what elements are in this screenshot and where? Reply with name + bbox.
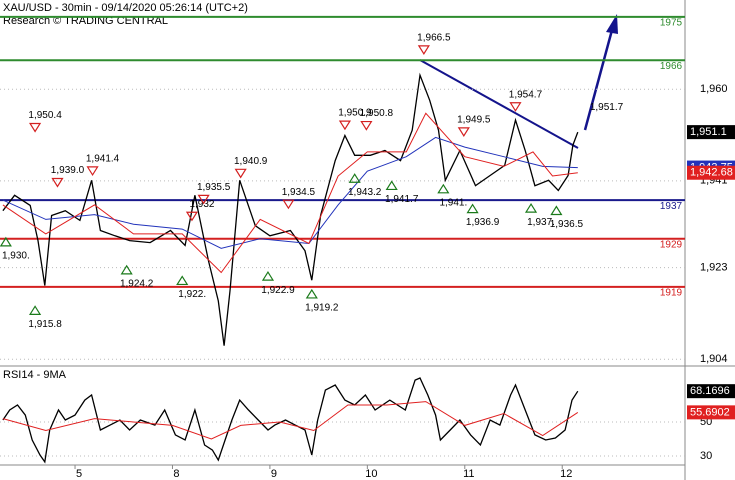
- annotation-label: 1,940.9: [234, 156, 268, 167]
- series-line: [2, 72, 579, 346]
- peak-marker: [338, 120, 352, 131]
- annotation-label: 1,936.9: [466, 217, 500, 228]
- series-line: [2, 112, 578, 274]
- trough-marker: [550, 205, 563, 216]
- annotation-label: 1,922.9: [261, 285, 295, 296]
- trough-marker: [28, 305, 42, 315]
- trough-marker: [261, 270, 275, 281]
- x-tick-label: 8: [173, 468, 179, 480]
- x-tick-label: 9: [271, 468, 277, 480]
- trough-marker: [176, 275, 189, 286]
- series-line: [2, 401, 579, 440]
- peak-marker: [185, 211, 199, 222]
- peak-marker: [51, 177, 64, 188]
- last-value-box: [687, 125, 735, 140]
- rsi-title: RSI14 - 9MA: [3, 369, 67, 381]
- forecast-arrow: [583, 29, 614, 131]
- annotation-label: 1,930.: [2, 251, 30, 262]
- peak-marker: [234, 168, 247, 179]
- annotation-label: 1,954.7: [509, 89, 543, 100]
- trough-marker: [305, 288, 318, 299]
- annotation-label: 1,936.5: [550, 219, 584, 230]
- trough-marker: [385, 180, 398, 191]
- arrow-head: [606, 14, 618, 34]
- annotation-label: 1,941.: [439, 197, 467, 208]
- peak-marker: [86, 166, 99, 177]
- x-tick-label: 12: [560, 468, 572, 480]
- peak-marker: [360, 120, 373, 131]
- trough-marker: [466, 203, 479, 214]
- peak-marker: [282, 199, 295, 210]
- level-label: 1919: [660, 288, 683, 299]
- x-tick-label: 11: [463, 468, 474, 480]
- x-tick-label: 10: [365, 468, 377, 480]
- peak-marker: [197, 194, 210, 205]
- last-value-label: 1,942.68: [690, 167, 733, 179]
- chart-title: XAU/USD - 30min - 09/14/2020 05:26:14 (U…: [3, 2, 248, 14]
- chart-subtitle: Research © TRADING CENTRAL: [3, 15, 168, 27]
- annotation-label: 1,950.8: [360, 108, 394, 119]
- last-value-box: [687, 384, 735, 399]
- level-label: 1929: [660, 239, 683, 250]
- annotation-label: 1,941.4: [86, 154, 120, 165]
- trough-marker: [524, 202, 538, 213]
- trough-marker: [348, 173, 361, 183]
- peak-marker: [417, 45, 430, 55]
- annotation-label: 1,941.7: [385, 194, 419, 205]
- last-value-label: 55.6902: [690, 406, 730, 418]
- trough-marker: [437, 183, 450, 194]
- annotation-label: 1,922.: [178, 289, 206, 300]
- peak-marker: [28, 122, 42, 133]
- trend-line: [419, 59, 579, 149]
- annotation-label: 1,934.5: [282, 187, 316, 198]
- trough-marker: [120, 264, 133, 275]
- annotation-label: 1,951.7: [590, 102, 624, 113]
- annotation-label: 1,919.2: [305, 303, 339, 314]
- peak-marker: [457, 127, 470, 137]
- x-tick-label: 5: [76, 468, 82, 480]
- annotation-label: 1,932: [189, 199, 214, 210]
- annotation-label: 1,943.2: [348, 187, 382, 198]
- level-label: 1975: [660, 18, 683, 29]
- annotation-label: 1,939.0: [51, 165, 85, 176]
- peak-marker: [509, 102, 522, 112]
- annotation-label: 1,966.5: [417, 33, 451, 44]
- annotation-label: 1,950.4: [28, 110, 62, 121]
- last-value-box: [687, 405, 735, 420]
- annotation-label: 1,937.: [527, 217, 555, 228]
- level-label: 1966: [660, 61, 683, 72]
- y-tick-label: 30: [700, 450, 712, 462]
- last-value-box: [687, 165, 735, 180]
- y-tick-label: 1,960: [700, 83, 728, 95]
- annotation-label: 1,935.5: [197, 182, 231, 193]
- annotation-label: 1,949.5: [457, 114, 491, 125]
- trough-marker: [0, 236, 12, 247]
- last-value-label: 1,951.1: [690, 126, 727, 138]
- last-value-label: 68.1696: [690, 385, 730, 397]
- annotation-label: 1,915.8: [28, 319, 62, 330]
- annotation-label: 1,950.9: [338, 108, 372, 119]
- y-tick-label: 1,923: [700, 262, 728, 274]
- level-label: 1937: [660, 201, 683, 212]
- y-tick-label: 1,904: [700, 353, 728, 365]
- annotation-label: 1,924.2: [120, 278, 154, 289]
